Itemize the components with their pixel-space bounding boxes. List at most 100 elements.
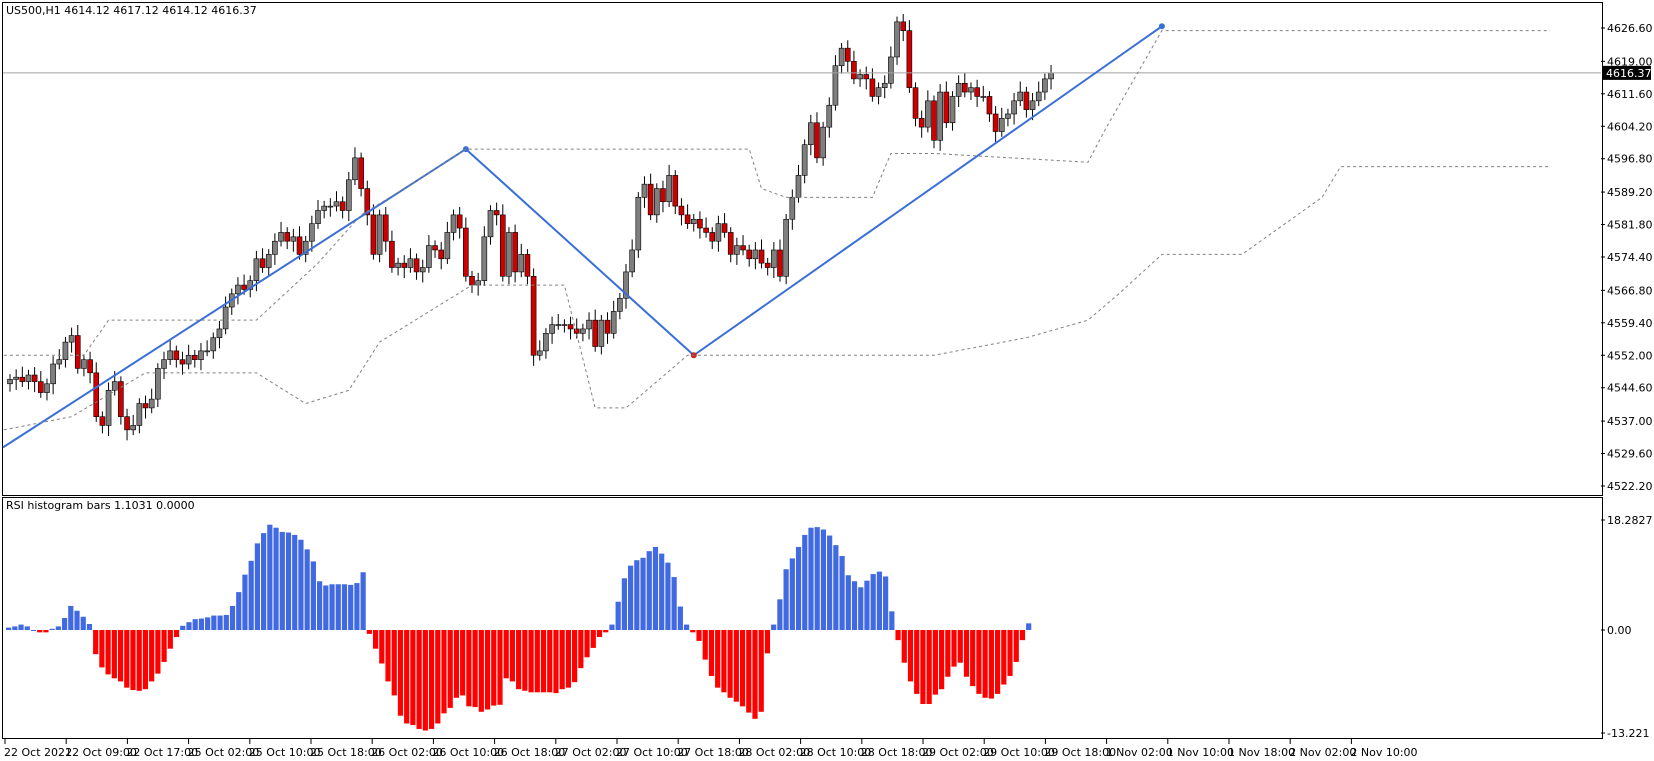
candle-body[interactable] bbox=[284, 232, 291, 242]
candle-body[interactable] bbox=[647, 183, 654, 216]
candle-body[interactable] bbox=[709, 232, 716, 242]
rsi-bar[interactable] bbox=[590, 630, 596, 648]
rsi-bar[interactable] bbox=[335, 584, 341, 630]
candle-body[interactable] bbox=[87, 359, 93, 374]
rsi-bar[interactable] bbox=[391, 630, 397, 696]
rsi-bar[interactable] bbox=[690, 630, 696, 633]
candle-body[interactable] bbox=[678, 205, 685, 216]
rsi-bar[interactable] bbox=[30, 630, 37, 631]
rsi-bar[interactable] bbox=[491, 630, 497, 706]
candle-body[interactable] bbox=[580, 328, 586, 334]
rsi-bar[interactable] bbox=[1001, 630, 1007, 685]
rsi-bar[interactable] bbox=[254, 543, 260, 630]
candle-body[interactable] bbox=[50, 363, 56, 385]
candle-body[interactable] bbox=[746, 249, 753, 260]
candle-body[interactable] bbox=[844, 47, 851, 62]
rsi-bar[interactable] bbox=[634, 560, 640, 630]
rsi-bar[interactable] bbox=[565, 630, 571, 688]
candle-body[interactable] bbox=[352, 157, 358, 181]
rsi-bar[interactable] bbox=[161, 630, 167, 662]
candle-body[interactable] bbox=[740, 245, 746, 251]
price-pane[interactable] bbox=[2, 2, 1603, 496]
rsi-bar[interactable] bbox=[93, 630, 99, 655]
rsi-bar[interactable] bbox=[304, 549, 310, 630]
candle-body[interactable] bbox=[333, 201, 340, 207]
rsi-bar[interactable] bbox=[341, 584, 348, 630]
rsi-bar[interactable] bbox=[540, 630, 547, 693]
rsi-bar[interactable] bbox=[652, 546, 659, 630]
candle-body[interactable] bbox=[173, 350, 180, 360]
candle-body[interactable] bbox=[610, 311, 617, 334]
rsi-bar[interactable] bbox=[572, 630, 578, 683]
candle-body[interactable] bbox=[358, 157, 364, 189]
rsi-bar[interactable] bbox=[957, 630, 963, 663]
candle-body[interactable] bbox=[124, 416, 130, 431]
candle-body[interactable] bbox=[487, 210, 494, 238]
rsi-bar[interactable] bbox=[267, 524, 273, 630]
rsi-bar[interactable] bbox=[615, 601, 621, 630]
candle-body[interactable] bbox=[142, 403, 149, 409]
candle-body[interactable] bbox=[68, 335, 75, 343]
candle-body[interactable] bbox=[93, 372, 100, 417]
rsi-bar[interactable] bbox=[404, 630, 410, 724]
rsi-bar[interactable] bbox=[279, 531, 285, 630]
rsi-pane[interactable] bbox=[2, 497, 1603, 739]
candle-body[interactable] bbox=[777, 249, 783, 277]
candle-body[interactable] bbox=[869, 78, 876, 97]
candle-body[interactable] bbox=[543, 333, 549, 352]
candle-body[interactable] bbox=[838, 47, 845, 67]
candle-body[interactable] bbox=[598, 319, 605, 347]
candle-body[interactable] bbox=[136, 403, 143, 426]
rsi-bar[interactable] bbox=[752, 630, 758, 719]
rsi-bar[interactable] bbox=[677, 606, 683, 630]
rsi-bar[interactable] bbox=[435, 630, 441, 724]
candle-body[interactable] bbox=[31, 374, 38, 382]
rsi-bar[interactable] bbox=[186, 622, 192, 630]
rsi-bar[interactable] bbox=[292, 534, 298, 630]
rsi-bar[interactable] bbox=[864, 580, 870, 630]
candle-body[interactable] bbox=[179, 359, 186, 365]
candle-body[interactable] bbox=[641, 183, 648, 198]
rsi-bar[interactable] bbox=[453, 630, 460, 698]
candle-body[interactable] bbox=[586, 319, 592, 330]
candle-body[interactable] bbox=[1005, 113, 1011, 119]
rsi-bar[interactable] bbox=[976, 630, 982, 694]
rsi-bar[interactable] bbox=[733, 630, 739, 702]
rsi-bar[interactable] bbox=[217, 615, 223, 630]
rsi-bar[interactable] bbox=[223, 614, 229, 630]
candle-body[interactable] bbox=[758, 249, 765, 264]
candle-body[interactable] bbox=[148, 398, 155, 409]
rsi-bar[interactable] bbox=[317, 581, 323, 630]
rsi-bar[interactable] bbox=[932, 630, 938, 695]
rsi-bar[interactable] bbox=[789, 558, 795, 630]
rsi-bar[interactable] bbox=[771, 624, 777, 630]
rsi-bar[interactable] bbox=[261, 533, 267, 630]
rsi-bar[interactable] bbox=[758, 630, 764, 712]
candle-body[interactable] bbox=[382, 214, 389, 242]
rsi-bar[interactable] bbox=[229, 605, 236, 630]
candle-body[interactable] bbox=[345, 179, 352, 211]
rsi-bar[interactable] bbox=[584, 630, 590, 658]
rsi-bar[interactable] bbox=[211, 615, 217, 630]
rsi-bar[interactable] bbox=[907, 630, 914, 682]
rsi-bar[interactable] bbox=[173, 630, 180, 638]
candle-body[interactable] bbox=[1035, 91, 1042, 102]
rsi-bar[interactable] bbox=[149, 630, 155, 682]
candle-body[interactable] bbox=[666, 175, 672, 203]
rsi-bar[interactable] bbox=[497, 630, 503, 705]
rsi-bar[interactable] bbox=[428, 630, 435, 729]
candle-body[interactable] bbox=[851, 61, 857, 80]
candle-body[interactable] bbox=[247, 280, 254, 290]
rsi-bar[interactable] bbox=[68, 605, 74, 630]
rsi-bar[interactable] bbox=[746, 630, 752, 713]
candle-body[interactable] bbox=[1042, 78, 1048, 93]
candle-body[interactable] bbox=[265, 254, 272, 268]
rsi-bar[interactable] bbox=[683, 624, 690, 630]
candle-body[interactable] bbox=[925, 100, 931, 128]
rsi-bar[interactable] bbox=[55, 626, 61, 630]
rsi-bar[interactable] bbox=[795, 546, 802, 630]
candle-body[interactable] bbox=[783, 218, 789, 277]
rsi-bar[interactable] bbox=[1026, 623, 1032, 630]
rsi-bar[interactable] bbox=[516, 630, 522, 690]
rsi-bar[interactable] bbox=[205, 617, 211, 630]
